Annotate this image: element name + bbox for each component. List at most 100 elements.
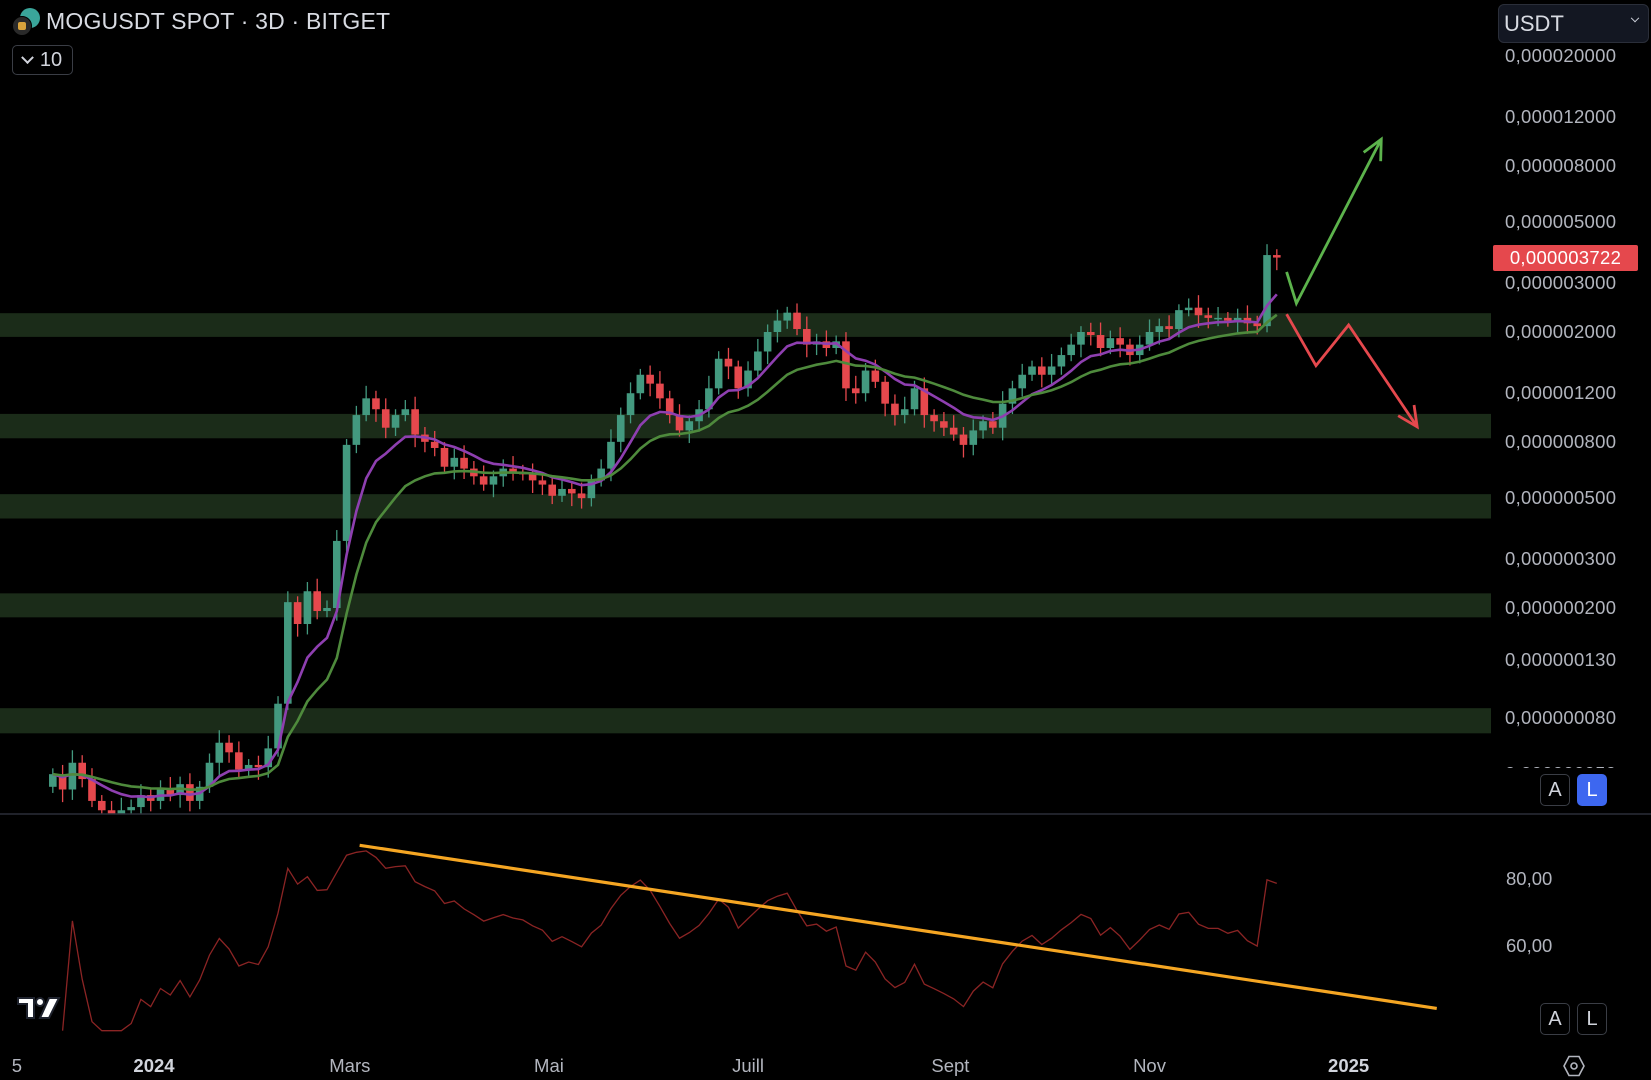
candle-down bbox=[920, 388, 929, 416]
candle-up bbox=[910, 388, 919, 410]
candle-down bbox=[538, 480, 547, 485]
candle-down bbox=[891, 403, 899, 416]
candle-up bbox=[861, 370, 870, 394]
arrow-down-head bbox=[1397, 404, 1419, 430]
candle-down bbox=[665, 398, 674, 416]
candle-down bbox=[548, 484, 557, 496]
time-tick-label: 5 bbox=[11, 1055, 23, 1076]
ema-slow-line bbox=[52, 313, 1278, 792]
candle-up bbox=[969, 430, 978, 445]
candle-up bbox=[587, 480, 596, 499]
chevron-down-icon bbox=[21, 50, 34, 64]
candle-up bbox=[1018, 374, 1027, 389]
support-zone bbox=[0, 708, 1491, 734]
candle-up bbox=[1057, 355, 1066, 367]
gear-icon[interactable] bbox=[1562, 1054, 1586, 1078]
candle-up bbox=[773, 320, 782, 332]
candle-down bbox=[646, 374, 654, 384]
candle-down bbox=[724, 358, 733, 367]
candle-up bbox=[626, 393, 635, 416]
symbol-title[interactable]: MOGUSDT SPOT · 3D · BITGET bbox=[46, 8, 391, 34]
price-tick-label: 0,000001200 bbox=[1505, 382, 1617, 404]
rsi-log-scale-button[interactable]: L bbox=[1577, 1003, 1607, 1035]
ema-fast-line bbox=[52, 293, 1278, 799]
candle-down bbox=[460, 457, 468, 469]
candle-down bbox=[88, 779, 96, 801]
candle-down bbox=[949, 427, 958, 435]
candle-down bbox=[440, 447, 449, 467]
candle-down bbox=[1204, 315, 1213, 318]
tradingview-logo-icon[interactable] bbox=[16, 995, 64, 1022]
candle-down bbox=[1253, 323, 1262, 327]
candle-up bbox=[1067, 344, 1075, 356]
rsi-pane bbox=[61, 843, 1437, 1032]
candle-down bbox=[851, 388, 860, 394]
candle-down bbox=[1273, 255, 1281, 258]
candle-down bbox=[381, 409, 390, 428]
candle-up bbox=[979, 421, 987, 431]
candle-up bbox=[685, 421, 694, 431]
support-zone bbox=[0, 494, 1491, 519]
time-tick-label: 2025 bbox=[1328, 1055, 1370, 1076]
candle-up bbox=[1028, 366, 1036, 375]
candle-up bbox=[1233, 317, 1242, 321]
rsi-auto-scale-button[interactable]: A bbox=[1540, 1003, 1570, 1035]
candle-down bbox=[372, 398, 380, 410]
price-tick-label: 0,000000200 bbox=[1505, 597, 1617, 618]
candle-down bbox=[107, 810, 116, 814]
support-zone bbox=[0, 313, 1491, 337]
arrow-down-line bbox=[1285, 313, 1419, 428]
candle-up bbox=[1263, 255, 1271, 327]
candle-up bbox=[1184, 307, 1193, 311]
candle-down bbox=[1194, 307, 1203, 316]
support-zones bbox=[0, 313, 1491, 734]
currency-select[interactable]: USDT bbox=[1498, 4, 1649, 43]
candle-up bbox=[205, 762, 214, 787]
candle-up bbox=[900, 409, 909, 416]
candle-down bbox=[1224, 317, 1232, 321]
price-tick-label: 0,000000130 bbox=[1505, 648, 1617, 670]
candle-down bbox=[1086, 332, 1095, 336]
candle-up bbox=[1047, 366, 1056, 375]
currency-value: USDT bbox=[1504, 10, 1564, 36]
indicator-collapse-button[interactable]: 10 bbox=[12, 45, 73, 75]
candle-down bbox=[97, 800, 106, 811]
time-tick-label: Nov bbox=[1133, 1055, 1166, 1076]
time-tick-label: 2024 bbox=[133, 1055, 175, 1076]
auto-scale-button[interactable]: A bbox=[1540, 774, 1570, 806]
candle-up bbox=[1155, 326, 1164, 332]
log-scale-button[interactable]: L bbox=[1577, 774, 1607, 806]
candle-down bbox=[528, 474, 537, 481]
last-price-badge: 0,000003722 bbox=[1493, 245, 1638, 271]
candle-down bbox=[430, 441, 439, 448]
candle-down bbox=[411, 409, 419, 435]
candle-up bbox=[754, 351, 762, 371]
candle-up bbox=[607, 441, 615, 469]
candle-up bbox=[391, 415, 400, 428]
candle-up bbox=[705, 388, 713, 410]
price-tick-label: 0,000000300 bbox=[1505, 548, 1617, 570]
candle-up bbox=[274, 703, 282, 749]
candle-down bbox=[989, 421, 997, 428]
candle-up bbox=[342, 444, 351, 541]
price-tick-label: 0,000003000 bbox=[1505, 272, 1617, 294]
price-tick-label: 0,000000050 bbox=[1505, 763, 1616, 768]
candle-down bbox=[1116, 338, 1124, 345]
support-zone bbox=[0, 413, 1491, 439]
candle-up bbox=[1008, 388, 1017, 404]
price-tick-label: 0,000000500 bbox=[1505, 487, 1617, 509]
candle-down bbox=[734, 366, 743, 389]
candle-up bbox=[636, 374, 645, 394]
projection-arrows bbox=[1285, 136, 1419, 430]
price-axis[interactable]: 0,000020000 0,000012000 0,000008000 0,00000… bbox=[1491, 0, 1651, 768]
candle-down bbox=[793, 312, 801, 330]
rsi-tick-label: 80,00 bbox=[1506, 868, 1553, 889]
candle-up bbox=[68, 762, 77, 790]
candle-up bbox=[137, 795, 145, 808]
candle-down bbox=[656, 383, 664, 399]
candle-up bbox=[117, 810, 126, 814]
candle-down bbox=[293, 602, 302, 625]
candle-up bbox=[597, 468, 605, 481]
candle-up bbox=[558, 488, 566, 496]
